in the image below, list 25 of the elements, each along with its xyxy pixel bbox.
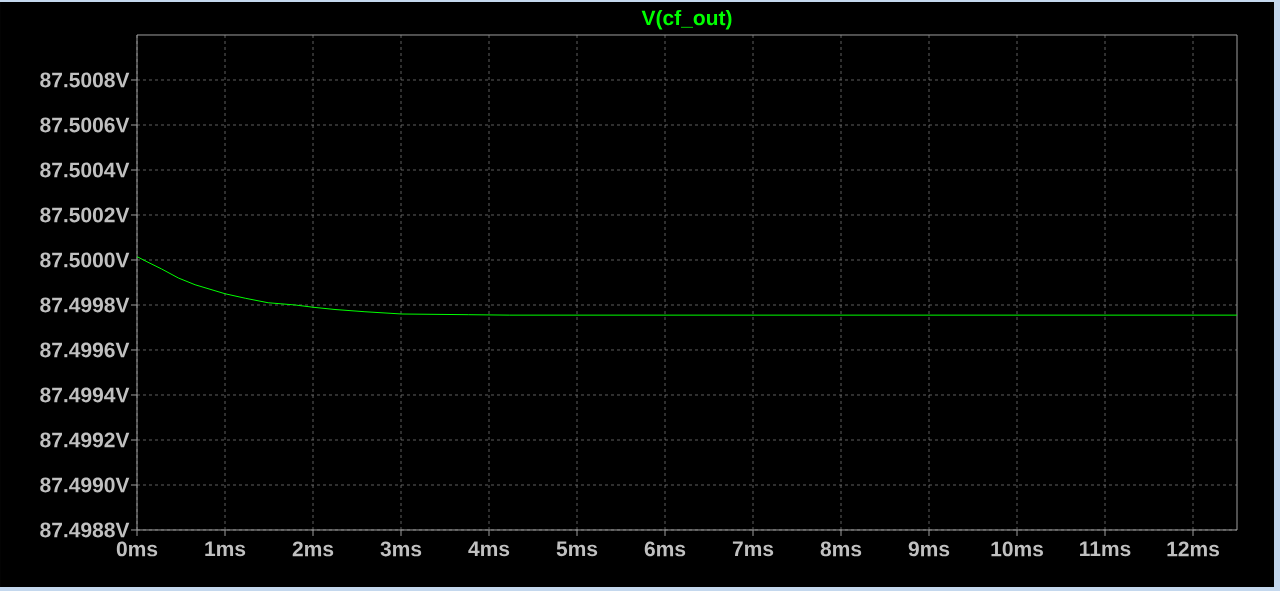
y-tick-label: 87.4998V	[40, 297, 130, 313]
x-tick-label: 7ms	[732, 541, 774, 557]
x-tick-label: 12ms	[1167, 541, 1219, 557]
y-tick-label: 87.4992V	[40, 432, 130, 448]
y-tick-label: 87.4988V	[40, 522, 130, 538]
x-tick-label: 4ms	[468, 541, 510, 557]
x-tick-label: 0ms	[116, 541, 158, 557]
y-tick-label: 87.4994V	[40, 387, 130, 403]
x-tick-label: 1ms	[205, 541, 246, 557]
y-tick-label: 87.5006V	[40, 117, 130, 133]
y-tick-label: 87.4990V	[40, 477, 130, 493]
x-tick-label: 3ms	[380, 541, 422, 557]
y-tick-label: 87.5002V	[40, 207, 130, 223]
x-tick-label: 10ms	[991, 541, 1043, 557]
x-tick-label: 6ms	[644, 541, 686, 557]
y-tick-label: 87.4996V	[40, 342, 130, 358]
x-tick-label: 8ms	[820, 541, 862, 557]
y-tick-label: 87.5008V	[40, 72, 130, 88]
x-tick-label: 2ms	[292, 541, 334, 557]
x-tick-label: 11ms	[1080, 541, 1131, 557]
chart-title: V(cf_out)	[641, 9, 732, 30]
x-tick-label: 9ms	[908, 541, 950, 557]
y-tick-label: 87.5000V	[40, 252, 130, 268]
x-tick-label: 5ms	[556, 541, 598, 557]
y-tick-label: 87.5004V	[40, 162, 130, 178]
